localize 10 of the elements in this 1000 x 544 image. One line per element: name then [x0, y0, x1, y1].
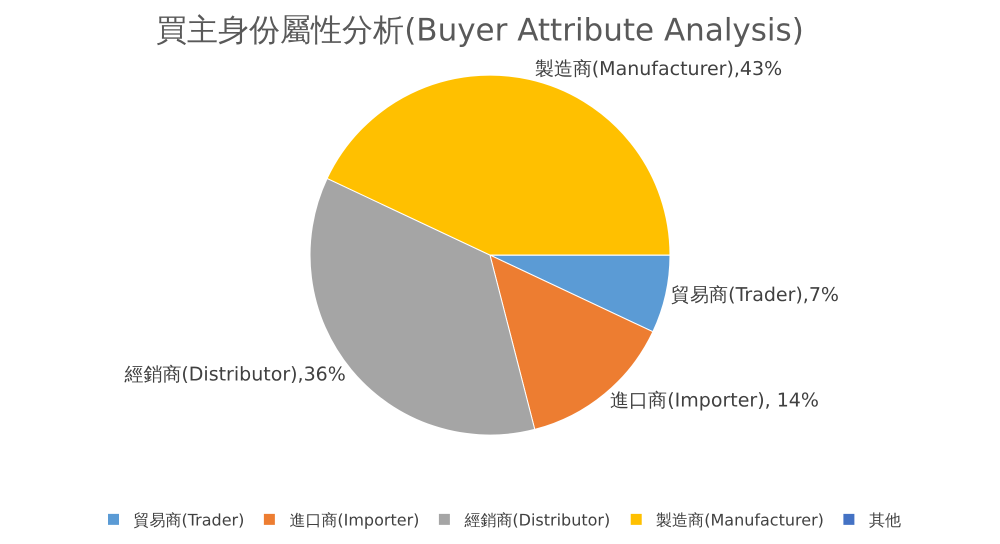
- data-label: 經銷商(Distributor),36%: [123, 363, 346, 386]
- legend-label: 貿易商(Trader): [134, 510, 244, 530]
- legend-label: 製造商(Manufacturer): [656, 510, 824, 530]
- legend-label: 進口商(Importer): [289, 510, 420, 530]
- data-label: 貿易商(Trader),7%: [671, 284, 839, 306]
- legend-label: 經銷商(Distributor): [463, 510, 610, 530]
- data-label: 進口商(Importer), 14%: [610, 389, 819, 412]
- legend-label: 其他: [868, 510, 901, 530]
- data-label: 製造商(Manufacturer),43%: [534, 58, 782, 80]
- chart-title: 買主身份屬性分析(Buyer Attribute Analysis): [156, 12, 804, 49]
